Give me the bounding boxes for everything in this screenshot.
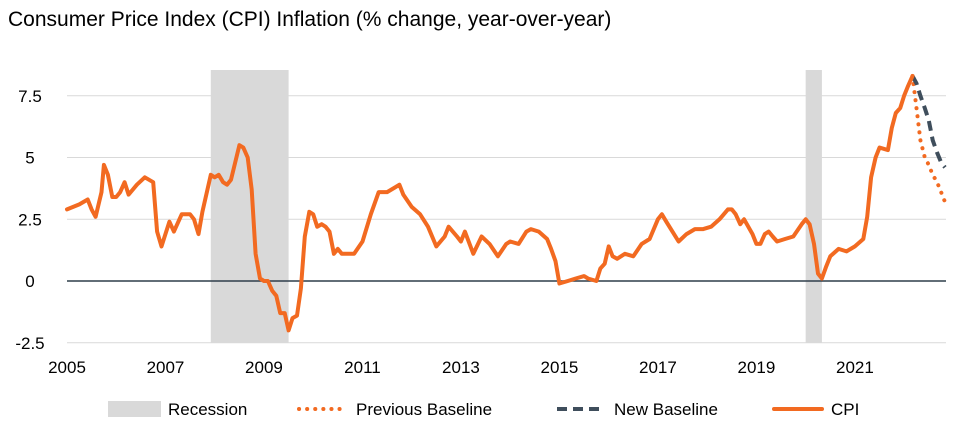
x-tick-label: 2009 bbox=[245, 358, 283, 377]
y-tick-label: 0 bbox=[25, 272, 34, 291]
series-line-new-baseline bbox=[910, 75, 947, 169]
recession-band-2 bbox=[805, 70, 822, 343]
y-tick-label: 7.5 bbox=[18, 87, 42, 106]
y-tick-label: 5 bbox=[25, 149, 34, 168]
x-tick-label: 2011 bbox=[344, 358, 381, 377]
y-axis-ticks: 7.5 5 2.5 0 -2.5 bbox=[15, 87, 44, 353]
series-lines bbox=[65, 74, 947, 333]
gridlines bbox=[67, 95, 946, 344]
recession-bands bbox=[210, 70, 822, 343]
y-tick-label: -2.5 bbox=[15, 334, 44, 353]
x-tick-label: 2019 bbox=[737, 358, 775, 377]
y-tick-label: 2.5 bbox=[18, 210, 42, 229]
series-line-previous-baseline bbox=[910, 74, 947, 204]
legend-swatch bbox=[108, 401, 161, 417]
x-axis-ticks: 2005 2007 2009 2011 2013 2015 2017 2019 2021 bbox=[48, 358, 874, 377]
x-tick-label: 2015 bbox=[541, 358, 579, 377]
legend-label: New Baseline bbox=[614, 400, 718, 419]
legend-label: Previous Baseline bbox=[356, 400, 492, 419]
x-tick-label: 2017 bbox=[639, 358, 677, 377]
x-tick-label: 2013 bbox=[442, 358, 480, 377]
legend-label: CPI bbox=[831, 400, 859, 419]
x-tick-label: 2005 bbox=[48, 358, 86, 377]
legend-label: Recession bbox=[168, 400, 247, 419]
legend: Recession Previous Baseline New Baseline CP… bbox=[108, 400, 859, 419]
x-tick-label: 2021 bbox=[836, 358, 874, 377]
legend-item-new-baseline: New Baseline bbox=[557, 400, 718, 419]
x-tick-label: 2007 bbox=[147, 358, 185, 377]
legend-item-cpi: CPI bbox=[772, 400, 859, 419]
chart-title: Consumer Price Index (CPI) Inflation (% … bbox=[8, 8, 612, 31]
legend-item-recession: Recession bbox=[108, 400, 247, 419]
series-line-cpi bbox=[65, 74, 915, 333]
legend-item-previous-baseline: Previous Baseline bbox=[297, 400, 492, 419]
